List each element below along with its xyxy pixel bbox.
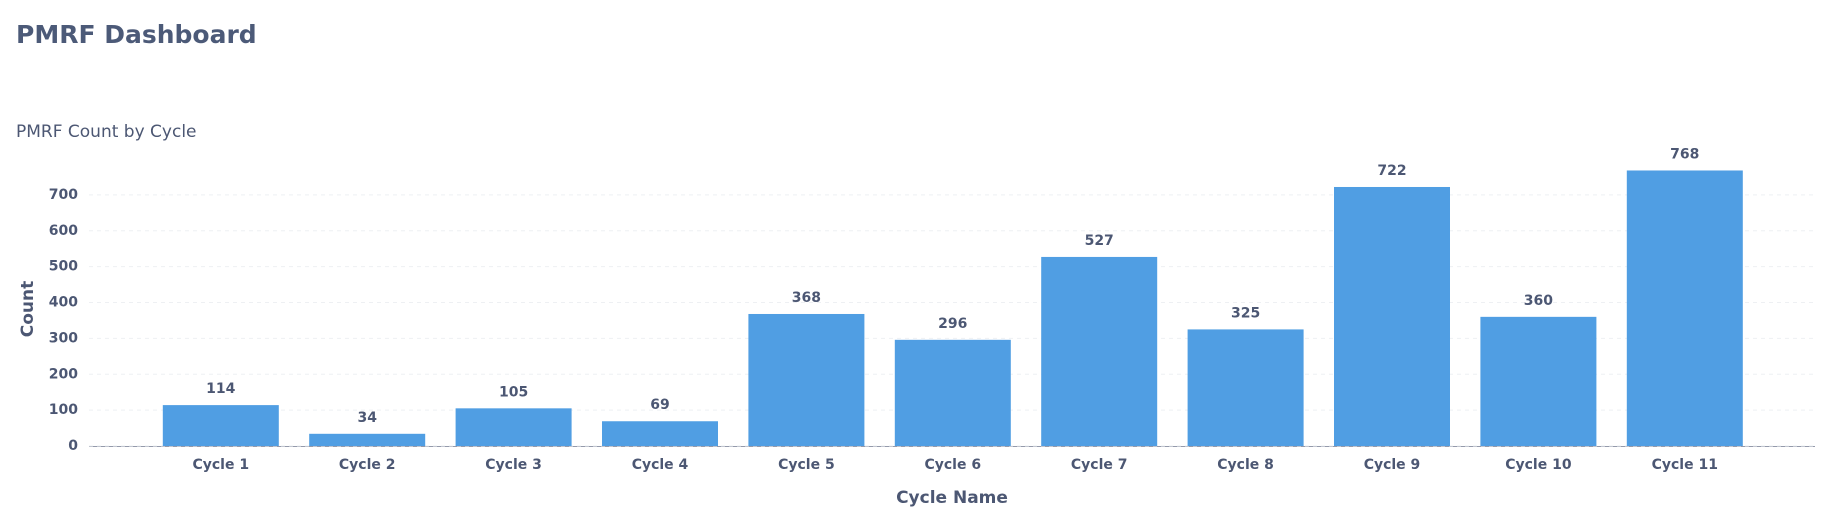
data-label: 296	[938, 316, 967, 332]
y-tick-label: 500	[49, 259, 78, 275]
data-label: 114	[206, 381, 235, 397]
data-label: 105	[499, 384, 528, 400]
y-tick-label: 700	[49, 187, 78, 203]
dashboard-title: PMRF Dashboard	[16, 20, 257, 49]
bar	[894, 339, 1011, 446]
data-label: 325	[1231, 305, 1260, 321]
chart-title[interactable]: PMRF Count by Cycle	[16, 122, 197, 142]
bar	[748, 313, 865, 446]
bar	[162, 405, 279, 446]
bar	[1187, 329, 1304, 446]
bar	[309, 433, 426, 446]
x-tick-label: Cycle 8	[1217, 457, 1274, 473]
data-label: 69	[650, 397, 669, 413]
x-axis-label: Cycle Name	[896, 488, 1008, 508]
x-tick-label: Cycle 10	[1505, 457, 1572, 473]
bar	[1041, 256, 1158, 446]
bar	[1334, 186, 1450, 447]
data-label: 360	[1524, 293, 1553, 309]
y-tick-label: 0	[68, 438, 78, 454]
data-label: 34	[357, 410, 377, 426]
data-label: 527	[1085, 233, 1114, 249]
bar	[1480, 316, 1597, 446]
data-label: 722	[1377, 163, 1406, 179]
x-tick-label: Cycle 6	[924, 457, 981, 473]
x-tick-label: Cycle 2	[339, 457, 396, 473]
x-tick-label: Cycle 7	[1071, 457, 1128, 473]
bar	[455, 408, 572, 446]
y-tick-label: 200	[49, 366, 78, 382]
y-tick-label: 100	[49, 402, 78, 418]
x-tick-label: Cycle 1	[192, 457, 249, 473]
y-tick-label: 400	[49, 295, 78, 311]
x-tick-label: Cycle 5	[778, 457, 835, 473]
y-axis-label: Count	[18, 281, 38, 338]
x-tick-label: Cycle 3	[485, 457, 542, 473]
x-tick-label: Cycle 9	[1364, 457, 1421, 473]
bar	[602, 421, 718, 446]
x-tick-label: Cycle 4	[632, 457, 689, 473]
bar	[1626, 170, 1743, 447]
y-tick-label: 300	[49, 330, 78, 346]
data-label: 368	[792, 290, 821, 306]
y-tick-label: 600	[49, 223, 78, 239]
data-label: 768	[1670, 146, 1699, 162]
x-tick-label: Cycle 11	[1652, 457, 1718, 473]
